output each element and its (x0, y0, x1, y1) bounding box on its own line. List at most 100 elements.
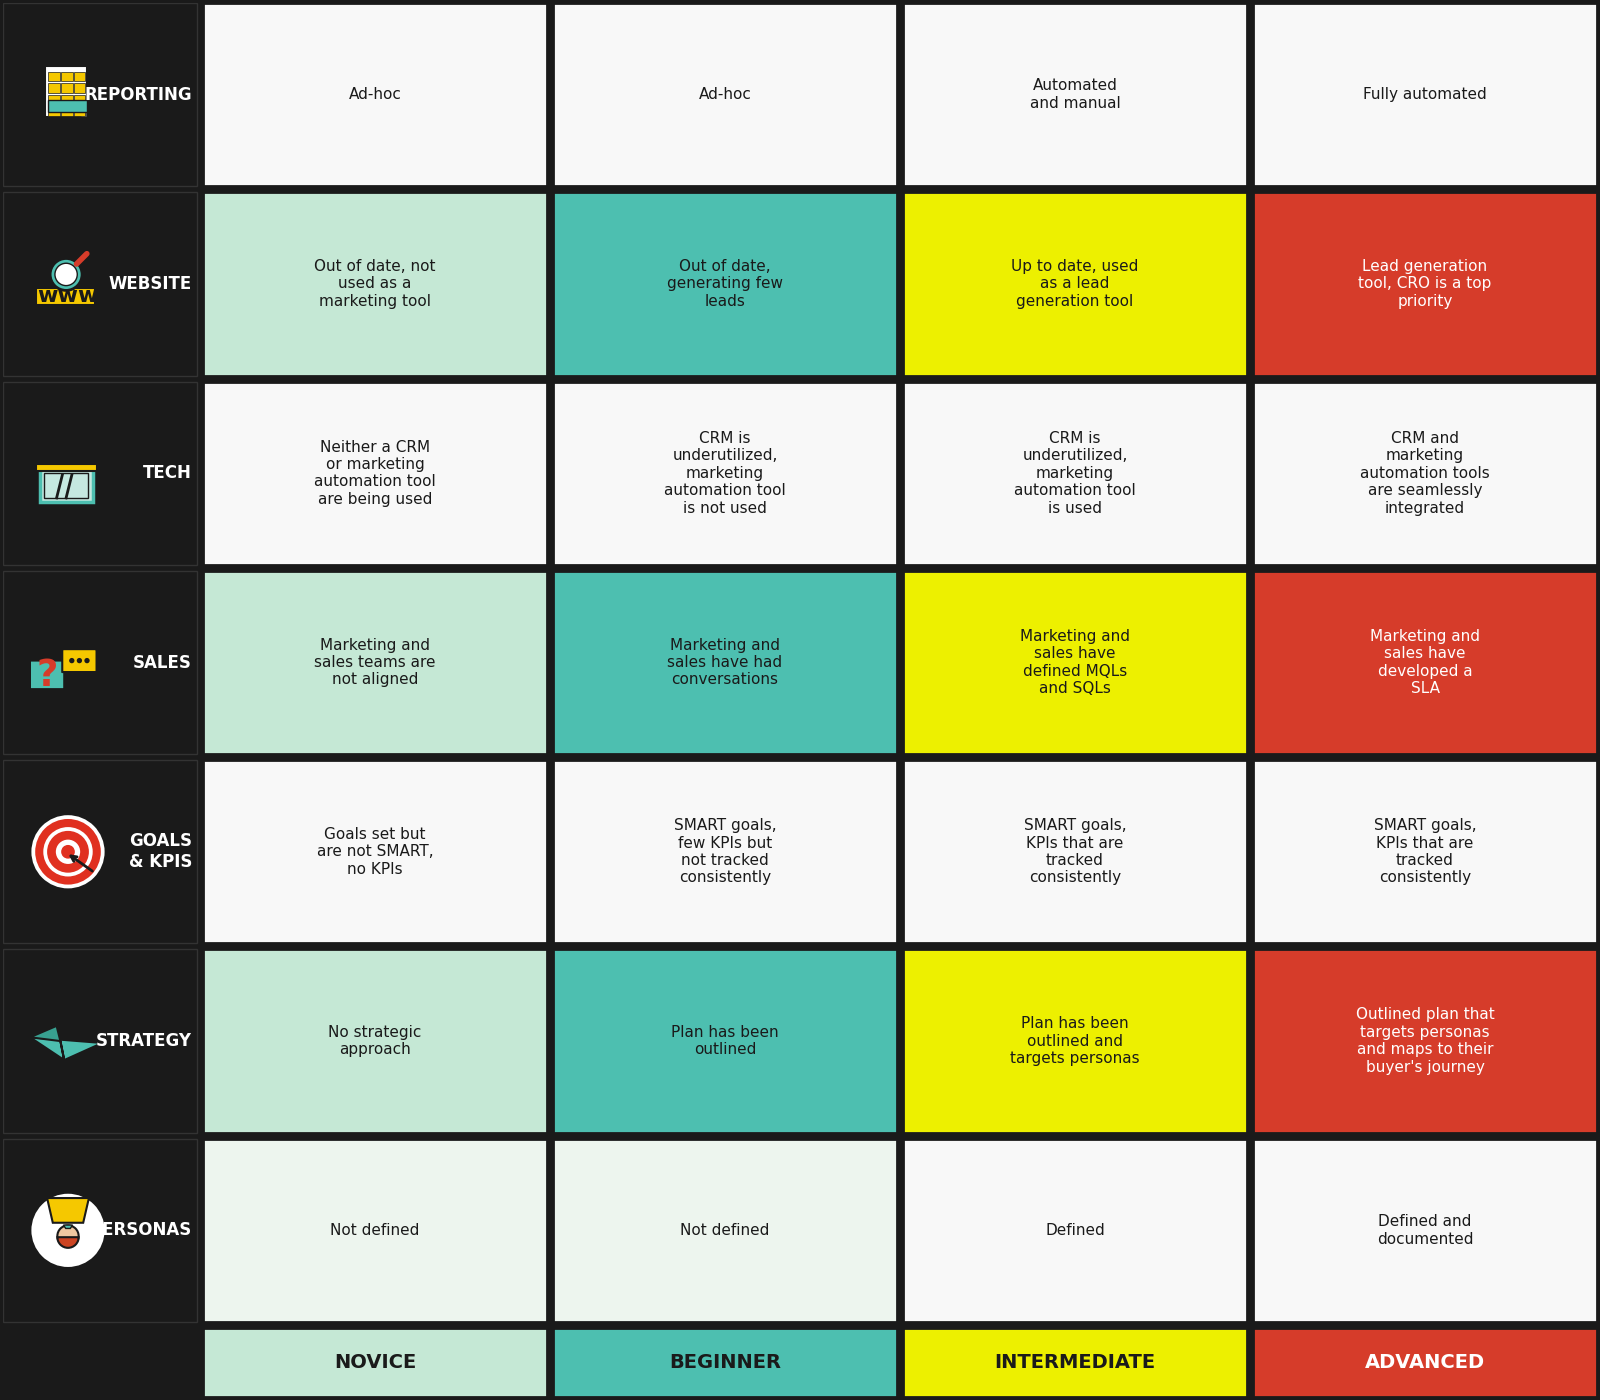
Text: Not defined: Not defined (680, 1222, 770, 1238)
Bar (3, 571, 197, 755)
Text: Out of date, not
used as a
marketing tool: Out of date, not used as a marketing too… (314, 259, 435, 309)
Circle shape (30, 1193, 106, 1268)
Polygon shape (30, 1026, 61, 1042)
Bar (74, 95, 85, 104)
Text: Marketing and
sales have had
conversations: Marketing and sales have had conversatio… (667, 637, 782, 687)
Text: WEBSITE: WEBSITE (109, 274, 192, 293)
Bar (203, 949, 547, 1133)
Bar (74, 71, 85, 81)
Circle shape (58, 1225, 78, 1246)
Text: STRATEGY: STRATEGY (96, 1032, 192, 1050)
Bar (3, 1138, 197, 1322)
Bar (902, 571, 1246, 755)
FancyBboxPatch shape (62, 650, 96, 672)
Bar (3, 382, 197, 564)
Bar (203, 382, 547, 564)
Bar (1253, 571, 1597, 755)
Text: BEGINNER: BEGINNER (669, 1352, 781, 1372)
Text: Fully automated: Fully automated (1363, 87, 1486, 102)
Bar (1253, 192, 1597, 375)
Text: CRM and
marketing
automation tools
are seamlessly
integrated: CRM and marketing automation tools are s… (1360, 431, 1490, 515)
Polygon shape (80, 109, 86, 118)
Bar (203, 1329, 547, 1397)
Bar (48, 95, 59, 104)
Circle shape (54, 263, 77, 286)
Text: www: www (37, 287, 99, 307)
Bar (1253, 382, 1597, 564)
Text: Automated
and manual: Automated and manual (1030, 78, 1120, 111)
Bar (48, 101, 86, 112)
Text: Outlined plan that
targets personas
and maps to their
buyer's journey: Outlined plan that targets personas and … (1355, 1008, 1494, 1075)
Bar (48, 71, 59, 81)
Circle shape (61, 846, 75, 858)
Circle shape (46, 830, 90, 872)
Bar (1253, 949, 1597, 1133)
Bar (40, 469, 93, 501)
Text: Plan has been
outlined: Plan has been outlined (670, 1025, 779, 1057)
Bar (74, 83, 85, 92)
Text: Ad-hoc: Ad-hoc (349, 87, 402, 102)
Text: INTERMEDIATE: INTERMEDIATE (995, 1352, 1155, 1372)
Text: CRM is
underutilized,
marketing
automation tool
is not used: CRM is underutilized, marketing automati… (664, 431, 786, 515)
Bar (1253, 760, 1597, 944)
Bar (554, 760, 898, 944)
Circle shape (30, 813, 106, 890)
Bar (61, 106, 72, 116)
Bar (902, 3, 1246, 186)
Wedge shape (58, 1238, 78, 1247)
Bar (203, 3, 547, 186)
Text: SMART goals,
KPIs that are
tracked
consistently: SMART goals, KPIs that are tracked consi… (1374, 818, 1477, 885)
Bar (203, 571, 547, 755)
Text: SMART goals,
few KPIs but
not tracked
consistently: SMART goals, few KPIs but not tracked co… (674, 818, 776, 885)
Bar (35, 463, 96, 470)
Text: Out of date,
generating few
leads: Out of date, generating few leads (667, 259, 782, 309)
Circle shape (77, 658, 82, 664)
Bar (554, 949, 898, 1133)
Bar (902, 1329, 1246, 1397)
Circle shape (43, 827, 93, 876)
Polygon shape (30, 1037, 102, 1060)
Text: Plan has been
outlined and
targets personas: Plan has been outlined and targets perso… (1010, 1016, 1139, 1065)
Bar (902, 382, 1246, 564)
Text: GOALS
& KPIS: GOALS & KPIS (128, 833, 192, 871)
Bar (3, 192, 197, 375)
Bar (554, 3, 898, 186)
Text: Ad-hoc: Ad-hoc (699, 87, 752, 102)
Text: PERSONAS: PERSONAS (91, 1221, 192, 1239)
Text: Lead generation
tool, CRO is a top
priority: Lead generation tool, CRO is a top prior… (1358, 259, 1491, 309)
Bar (203, 1138, 547, 1322)
Circle shape (34, 818, 102, 886)
Circle shape (50, 259, 82, 290)
Polygon shape (46, 1198, 90, 1222)
Bar (48, 83, 59, 92)
Text: Marketing and
sales have
defined MQLs
and SQLs: Marketing and sales have defined MQLs an… (1021, 629, 1130, 696)
Bar (554, 1138, 898, 1322)
Text: CRM is
underutilized,
marketing
automation tool
is used: CRM is underutilized, marketing automati… (1014, 431, 1136, 515)
Text: Marketing and
sales have
developed a
SLA: Marketing and sales have developed a SLA (1370, 629, 1480, 696)
Bar (203, 760, 547, 944)
Bar (554, 1329, 898, 1397)
Bar (74, 106, 85, 116)
Bar (554, 192, 898, 375)
Bar (554, 382, 898, 564)
Bar (554, 571, 898, 755)
FancyBboxPatch shape (30, 661, 64, 689)
Bar (61, 83, 72, 92)
Circle shape (56, 840, 80, 864)
Bar (3, 760, 197, 944)
Text: TECH: TECH (142, 465, 192, 482)
Bar (203, 192, 547, 375)
Polygon shape (64, 1225, 72, 1228)
Text: Marketing and
sales teams are
not aligned: Marketing and sales teams are not aligne… (314, 637, 435, 687)
Bar (48, 106, 59, 116)
Bar (1253, 1138, 1597, 1322)
Text: REPORTING: REPORTING (85, 85, 192, 104)
Bar (3, 949, 197, 1133)
Circle shape (69, 658, 75, 664)
Text: Goals set but
are not SMART,
no KPIs: Goals set but are not SMART, no KPIs (317, 827, 434, 876)
Bar (1253, 3, 1597, 186)
Bar (902, 1138, 1246, 1322)
Bar (45, 473, 88, 498)
Bar (61, 95, 72, 104)
Text: Defined: Defined (1045, 1222, 1106, 1238)
